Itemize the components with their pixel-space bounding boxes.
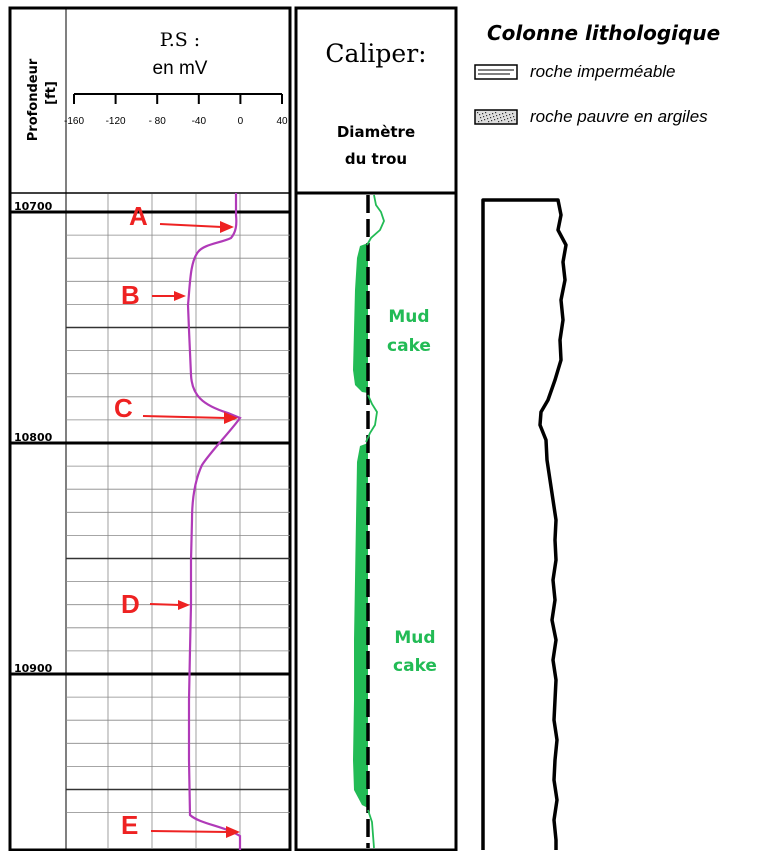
stipple-dot — [511, 120, 513, 122]
caliper-curves — [353, 194, 385, 849]
stipple-dot — [493, 116, 495, 118]
stipple-dot — [498, 121, 500, 123]
stipple-dot — [508, 121, 510, 123]
stipple-dot — [483, 116, 485, 118]
stipple-dot — [506, 115, 508, 117]
caliper-track-frame — [294, 6, 458, 851]
annotation-markers: A B C D E — [114, 201, 240, 840]
sp-scale-tick-label: 40 — [276, 116, 288, 127]
stipple-dot — [504, 119, 506, 121]
sp-grid — [10, 194, 290, 849]
caliper-curve — [365, 194, 385, 849]
legend-label-impermeable: roche imperméable — [530, 62, 676, 81]
depth-label: 10700 — [14, 200, 53, 213]
mud-cake-label-upper-1: Mud — [388, 307, 429, 327]
stipple-dot — [496, 115, 498, 117]
sp-unit: en mV — [153, 58, 208, 79]
marker-a-arrowhead — [220, 221, 234, 233]
stipple-dot — [499, 114, 501, 116]
stipple-dot — [502, 113, 504, 115]
stipple-dot — [509, 114, 511, 116]
stipple-dot — [512, 113, 514, 115]
marker-d-arrow — [149, 603, 181, 606]
legend-low-clay: roche pauvre en argiles — [474, 107, 708, 126]
stipple-dot — [481, 120, 483, 122]
stipple-dot — [505, 112, 507, 114]
sp-scale-tick-label: -120 — [106, 116, 126, 127]
depth-label: 10900 — [14, 662, 53, 675]
marker-a-arrow — [159, 223, 223, 228]
sp-scale-tick-label: 0 — [238, 116, 244, 127]
marker-b-arrowhead — [174, 291, 186, 301]
mud-cake-fill-lower — [353, 443, 368, 808]
stipple-dot — [501, 120, 503, 122]
lithology-column-outline — [481, 198, 568, 850]
stipple-dot — [479, 114, 481, 116]
stipple-dot — [500, 117, 502, 119]
marker-e: E — [121, 810, 138, 840]
stipple-dot — [510, 117, 512, 119]
stipple-dot — [489, 114, 491, 116]
stipple-dot — [495, 112, 497, 114]
sp-scale-tick-label: -40 — [192, 116, 207, 127]
legend-label-low-clay: roche pauvre en argiles — [530, 107, 708, 126]
marker-c-arrowhead — [224, 412, 238, 424]
depth-labels: 10700 10800 10900 — [14, 200, 53, 675]
stipple-dot — [490, 117, 492, 119]
marker-e-arrowhead — [226, 826, 240, 838]
depth-header-unit: [ft] — [44, 81, 59, 105]
marker-d: D — [121, 589, 140, 619]
stipple-dot — [486, 115, 488, 117]
stipple-dot — [484, 119, 486, 121]
sp-scale-axis: -160 -120 - 80 -40 0 40 — [64, 93, 288, 127]
stipple-dot — [488, 121, 490, 123]
caliper-subtitle-line1: Diamètre — [337, 123, 415, 141]
marker-d-arrowhead — [178, 600, 190, 610]
stipple-dot — [482, 113, 484, 115]
lithology-title: Colonne lithologique — [487, 21, 720, 45]
sp-track-frame — [8, 6, 292, 851]
mud-cake-label-lower-2: cake — [393, 656, 437, 676]
stipple-dot — [507, 118, 509, 120]
stipple-dot — [480, 117, 482, 119]
marker-c: C — [114, 393, 133, 423]
sp-curve — [186, 193, 242, 850]
sp-scale-tick-label: - 80 — [149, 116, 167, 127]
depth-label: 10800 — [14, 431, 53, 444]
sp-title: P.S : — [160, 29, 200, 51]
stipple-dot — [503, 116, 505, 118]
marker-b: B — [121, 280, 140, 310]
caliper-title: Caliper: — [325, 39, 426, 68]
stipple-dot — [492, 113, 494, 115]
marker-e-arrow — [150, 830, 229, 833]
depth-header: Profondeur [ft] — [26, 58, 59, 141]
stipple-dot — [477, 112, 479, 114]
stipple-dot — [487, 118, 489, 120]
sp-scale-tick-label: -160 — [64, 116, 84, 127]
legend-impermeable: roche imperméable — [474, 62, 676, 81]
low-clay-swatch-stipple — [477, 112, 516, 123]
stipple-dot — [494, 119, 496, 121]
stipple-dot — [491, 120, 493, 122]
mud-cake-label-lower-1: Mud — [394, 628, 435, 648]
marker-c-arrow — [142, 415, 227, 419]
stipple-dot — [478, 121, 480, 123]
stipple-dot — [513, 116, 515, 118]
low-clay-swatch — [474, 109, 518, 125]
stipple-dot — [514, 119, 516, 121]
mud-cake-label-upper-2: cake — [387, 336, 431, 356]
mud-cake-fill-upper — [353, 243, 368, 393]
stipple-dot — [485, 112, 487, 114]
stipple-dot — [497, 118, 499, 120]
impermeable-swatch — [474, 64, 518, 80]
depth-header-label: Profondeur — [26, 58, 41, 141]
marker-a: A — [129, 201, 148, 231]
caliper-subtitle-line2: du trou — [345, 150, 407, 168]
